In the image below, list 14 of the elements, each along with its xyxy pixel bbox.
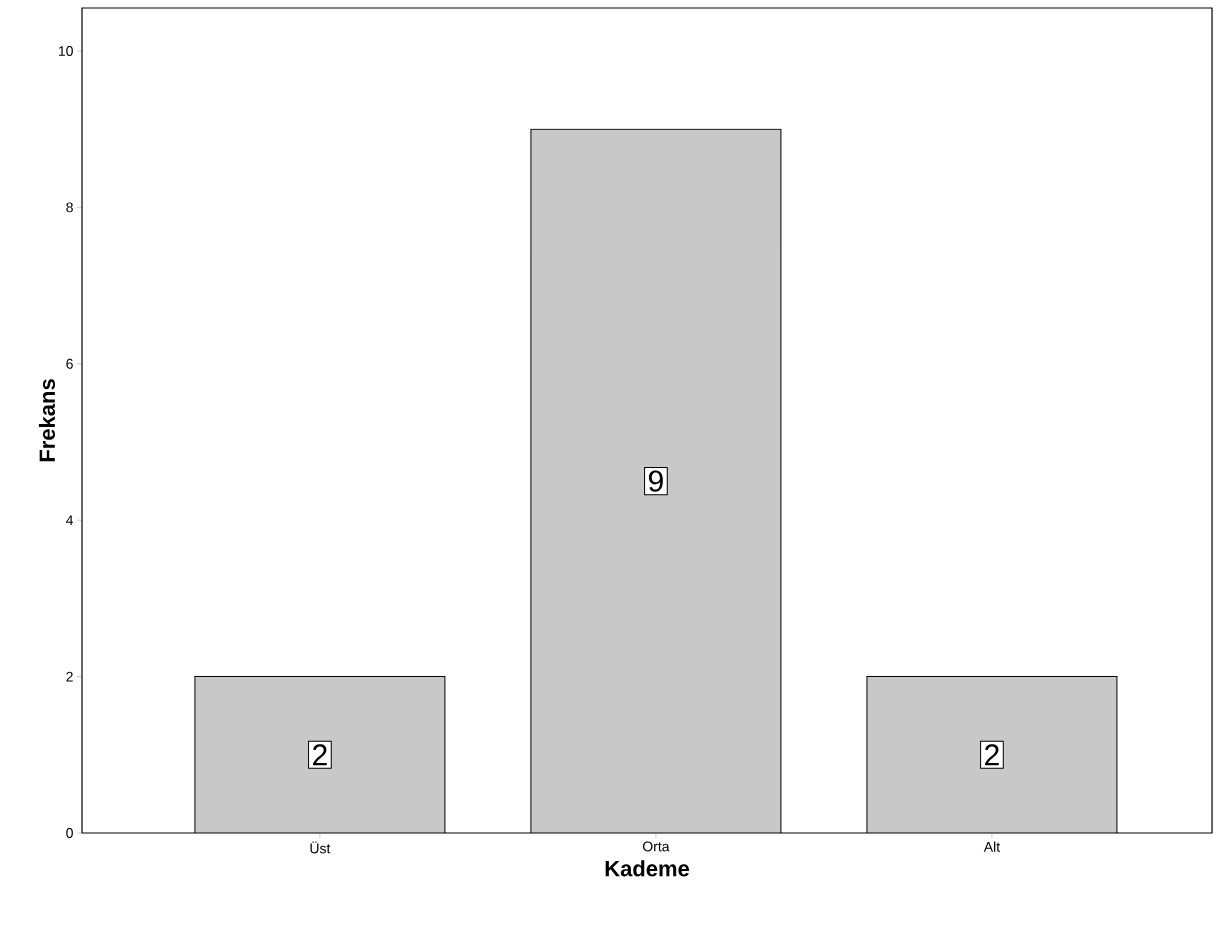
x-tick-label: Üst <box>310 841 331 854</box>
data-label: 9 <box>648 470 663 492</box>
y-tick-label: 6 <box>66 358 73 369</box>
y-tick-label: 2 <box>66 671 73 682</box>
y-tick-label: 8 <box>66 202 73 213</box>
y-tick-label: 10 <box>58 46 73 56</box>
y-tick-label: 0 <box>66 828 73 838</box>
x-tick-label: Alt <box>983 841 1001 852</box>
x-tick-label: Orta <box>642 841 670 852</box>
x-axis-title: Kademe <box>605 860 690 877</box>
y-tick-label: 4 <box>65 515 74 526</box>
data-label: 2 <box>985 744 999 766</box>
data-label: 2 <box>313 744 327 766</box>
y-axis-title: Frekans <box>38 379 56 462</box>
